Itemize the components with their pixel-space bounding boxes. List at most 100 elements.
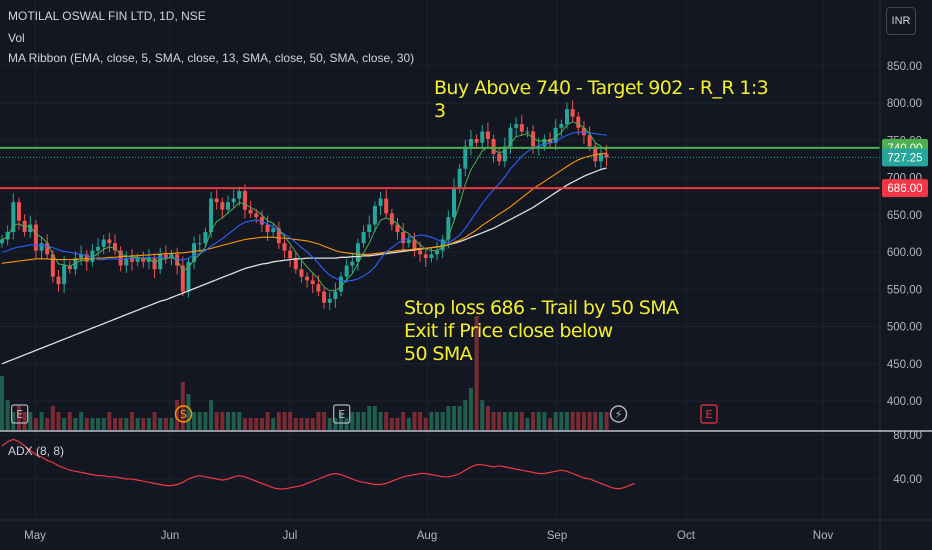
candle [480,124,485,149]
x-tick-label: May [24,530,46,542]
candle-body [468,138,473,147]
candle-body [135,258,140,262]
candle [16,197,21,230]
volume-bar [33,418,38,430]
volume-bar [90,418,95,430]
volume-bar [497,412,502,430]
candle [231,189,236,209]
candle-body [288,250,293,259]
volume-bar [129,412,134,430]
volume-bar [491,412,496,430]
candle-body [322,291,327,303]
candle-body [169,254,174,259]
candle-body [209,198,214,233]
y-tick-label: 500.00 [887,322,922,334]
price-tag-bg [882,179,928,198]
volume-bar [5,400,10,430]
candle-body [401,232,406,244]
candle-body [90,250,95,262]
event-badge [700,404,718,424]
x-tick-label: Jun [161,530,180,542]
volume-bar [372,406,377,430]
candle-body [39,243,44,251]
candle [220,197,225,219]
candle [384,189,389,218]
candle-body [350,261,355,266]
candle-body [0,239,4,244]
volume-bar [169,418,174,430]
volume-bar [452,406,456,430]
candle [553,118,558,151]
volume-bar [531,412,536,430]
y-tick-label: 450.00 [887,359,922,371]
volume-bar [435,412,440,430]
volume-bar [565,412,569,430]
candle [33,220,38,259]
volume-bar [248,418,253,430]
candle-body [33,224,38,251]
volume-bar [463,400,468,430]
candle-body [581,127,586,136]
candle-body [163,254,168,259]
currency-button[interactable]: INR [886,7,916,35]
candle [327,292,332,311]
volume-bar [468,388,473,430]
volume-bar [350,412,355,430]
candle [350,252,355,273]
candle [452,178,456,222]
candle-body [570,109,575,117]
candle [423,249,428,267]
volume-bar [175,400,180,430]
volume-bar [288,412,293,430]
candle [570,100,575,123]
x-tick-label: Oct [677,530,696,542]
volume-bar [101,418,106,430]
candle-body [361,232,366,244]
candle [129,249,134,271]
candle [90,243,95,267]
volume-bar [440,412,445,430]
candle-body [485,131,490,139]
candle [248,200,253,218]
candle [271,223,276,237]
candle [485,122,490,147]
volume-bar [282,412,287,430]
candle-body [214,198,219,203]
candle-body [186,261,191,292]
event-label: E [705,408,712,421]
candle [84,249,89,271]
sma50-line [1,167,607,365]
volume-bar [525,418,530,430]
candle-body [141,258,146,262]
candle [118,246,123,272]
candle-body [587,135,592,147]
candle-body [480,131,485,143]
candle-body [226,202,230,210]
volume-bar [446,406,451,430]
candle-body [497,153,502,162]
volume-bar [39,412,44,430]
volume-bar [474,316,479,430]
candle-body [339,276,343,292]
volume-bar [0,376,4,430]
candle [67,261,72,274]
volume-bar [412,412,417,430]
volume-bar [73,418,78,430]
candle-body [412,239,417,251]
candle [192,236,197,270]
volume-bar [299,418,304,430]
candle-body [56,276,61,285]
y-tick-label: 550.00 [887,284,922,296]
candle-body [67,265,72,270]
volume-bar [220,412,225,430]
candle [197,234,202,253]
candle-body [333,291,338,300]
volume-bar [214,412,219,430]
candle-body [231,198,236,203]
candle [406,234,411,248]
candle [525,127,530,138]
candle-body [491,138,496,154]
candle [203,227,208,248]
candle-body [5,232,10,240]
